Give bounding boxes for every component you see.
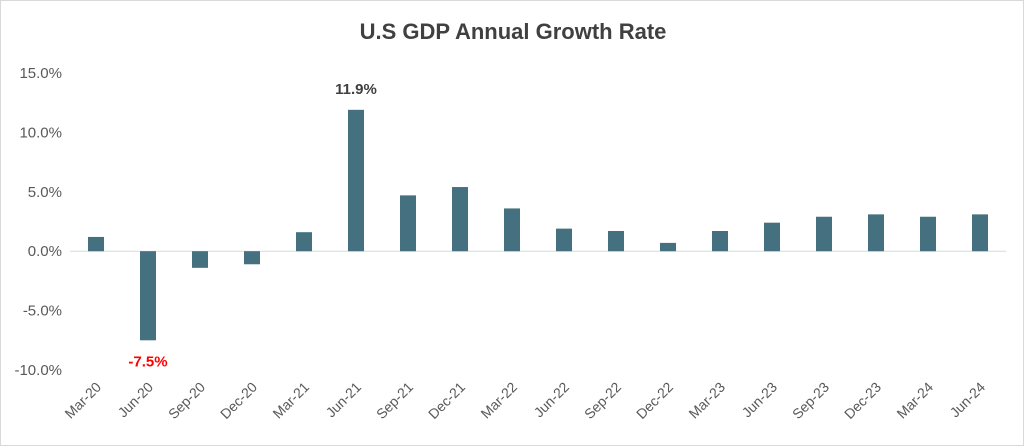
bar (348, 109, 364, 252)
bar (140, 251, 156, 341)
bar (816, 216, 832, 252)
x-tick-label: Sep-21 (373, 379, 416, 422)
bar (504, 208, 520, 252)
x-tick-label: Mar-21 (269, 379, 312, 422)
bar (712, 231, 728, 252)
bar (764, 222, 780, 252)
bar (452, 187, 468, 252)
y-tick-label: 10.0% (19, 124, 62, 141)
x-tick-label: Dec-23 (841, 379, 884, 422)
y-tick-label: -5.0% (23, 303, 62, 320)
y-tick-label: -10.0% (14, 362, 62, 379)
x-tick-label: Sep-20 (165, 379, 208, 422)
bar (608, 231, 624, 252)
x-tick-label: Jun-21 (323, 379, 365, 421)
bar (192, 251, 208, 268)
data-label: 11.9% (335, 81, 377, 98)
bar (296, 232, 312, 252)
x-tick-label: Jun-23 (739, 379, 781, 421)
x-tick-label: Jun-24 (947, 379, 989, 421)
y-tick-label: 5.0% (28, 184, 62, 201)
x-tick-label: Dec-21 (425, 379, 468, 422)
bar (920, 216, 936, 252)
x-tick-label: Dec-22 (633, 379, 676, 422)
y-tick-label: 0.0% (28, 243, 62, 260)
x-tick-label: Mar-20 (61, 379, 104, 422)
x-tick-label: Jun-20 (115, 379, 157, 421)
x-tick-label: Dec-20 (217, 379, 260, 422)
x-tick-label: Mar-24 (893, 379, 936, 422)
x-tick-label: Mar-23 (685, 379, 728, 422)
y-tick-label: 15.0% (19, 65, 62, 82)
x-tick-label: Mar-22 (477, 379, 520, 422)
x-tick-label: Sep-22 (581, 379, 624, 422)
bar (868, 214, 884, 252)
data-label: -7.5% (128, 353, 167, 370)
bar (972, 214, 988, 252)
bar (88, 236, 104, 252)
bar (244, 251, 260, 265)
x-tick-label: Sep-23 (789, 379, 832, 422)
bar (556, 228, 572, 252)
chart-title: U.S GDP Annual Growth Rate (359, 19, 667, 44)
bar (660, 242, 676, 252)
bar (400, 195, 416, 252)
x-tick-label: Jun-22 (531, 379, 573, 421)
